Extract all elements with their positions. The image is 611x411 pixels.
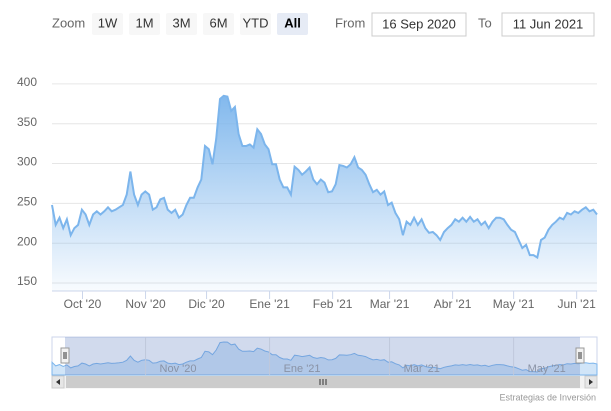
navigator-label: May '21 [528, 363, 566, 375]
zoom-button-label[interactable]: 6M [209, 15, 227, 30]
x-tick-label: Mar '21 [370, 297, 410, 311]
zoom-button[interactable] [203, 13, 234, 35]
arrow-right [589, 379, 593, 385]
x-tick-label: Ene '21 [249, 297, 290, 311]
arrow-left [56, 379, 60, 385]
x-tick-label: Jun '21 [558, 297, 597, 311]
zoom-label: Zoom [52, 15, 85, 30]
zoom-button[interactable] [129, 13, 160, 35]
navigator-handle[interactable] [60, 347, 70, 364]
x-tick-label: Abr '21 [434, 297, 472, 311]
from-label: From [335, 15, 365, 30]
navigator-mask[interactable] [65, 337, 580, 375]
y-tick-label: 350 [17, 115, 37, 129]
y-tick-label: 150 [17, 274, 37, 288]
x-tick-label: May '21 [493, 297, 535, 311]
y-tick-label: 300 [17, 155, 37, 169]
x-tick-label: Nov '20 [125, 297, 166, 311]
navigator-label: Nov '20 [160, 363, 197, 375]
credits[interactable]: Estrategias de Inversión [499, 392, 596, 402]
zoom-button[interactable] [240, 13, 271, 35]
x-tick-label: Dic '20 [188, 297, 225, 311]
to-input[interactable] [501, 12, 595, 37]
y-tick-label: 250 [17, 195, 37, 209]
navigator-area [51, 341, 598, 376]
zoom-button[interactable] [166, 13, 197, 35]
zoom-button-label[interactable]: YTD [243, 15, 269, 30]
navigator-handle[interactable] [575, 347, 585, 364]
to-date[interactable]: 11 Jun 2021 [513, 16, 584, 31]
zoom-button-label[interactable]: 1W [98, 15, 118, 30]
zoom-button[interactable] [277, 13, 308, 35]
from-date[interactable]: 16 Sep 2020 [382, 16, 456, 31]
navigator-label: Ene '21 [284, 363, 321, 375]
zoom-button-label[interactable]: 3M [172, 15, 190, 30]
area-fill [52, 95, 597, 291]
from-input[interactable] [371, 12, 467, 37]
zoom-button-label[interactable]: All [284, 15, 301, 30]
zoom-button[interactable] [92, 13, 123, 35]
price-line [51, 94, 598, 260]
x-tick-label: Feb '21 [313, 297, 353, 311]
navigator-bg [51, 336, 598, 376]
y-tick-label: 400 [17, 75, 37, 89]
x-tick-label: Oct '20 [64, 297, 102, 311]
zoom-button-label[interactable]: 1M [135, 15, 153, 30]
navigator-label: Mar '21 [404, 363, 440, 375]
y-tick-label: 200 [17, 234, 37, 248]
to-label: To [478, 15, 492, 30]
thumb-grip [319, 379, 327, 385]
